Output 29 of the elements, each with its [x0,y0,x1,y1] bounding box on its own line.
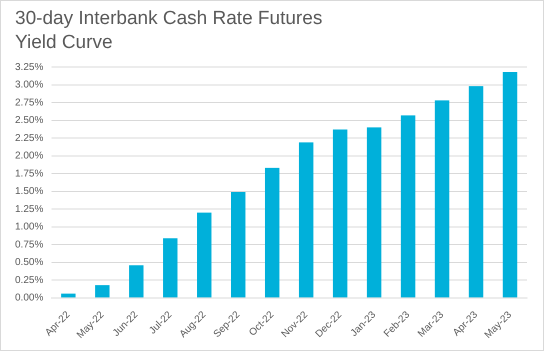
bar [230,192,246,298]
bar [298,142,314,298]
bar [129,265,144,298]
y-tick-label: 0.75% [14,239,44,250]
y-tick-label: 0.25% [14,274,44,286]
bar [434,100,450,298]
bar [61,294,76,298]
bar [95,285,110,298]
bar [163,238,178,298]
y-tick-label: 2.50% [14,115,44,126]
chart-title: 30-day Interbank Cash Rate Futures Yield Curve [15,7,324,55]
y-tick-label: 2.25% [14,132,44,144]
y-tick-label: 1.75% [14,168,44,180]
y-tick-label: 1.50% [14,186,44,198]
y-tick-label: 1.25% [14,204,44,215]
y-tick-label: 2.00% [14,150,44,162]
y-tick-label: 0.50% [14,257,44,268]
bar [264,168,280,298]
bar [468,86,484,298]
bar [197,212,212,298]
y-tick-label: 3.00% [14,80,44,91]
bar [400,115,416,298]
y-tick-label: 0.00% [14,292,44,304]
bar [332,130,348,298]
y-tick-label: 2.75% [14,97,44,108]
y-tick-label: 3.25% [14,62,44,73]
bar [502,72,518,298]
bar [366,127,382,298]
y-tick-label: 1.00% [14,222,44,233]
